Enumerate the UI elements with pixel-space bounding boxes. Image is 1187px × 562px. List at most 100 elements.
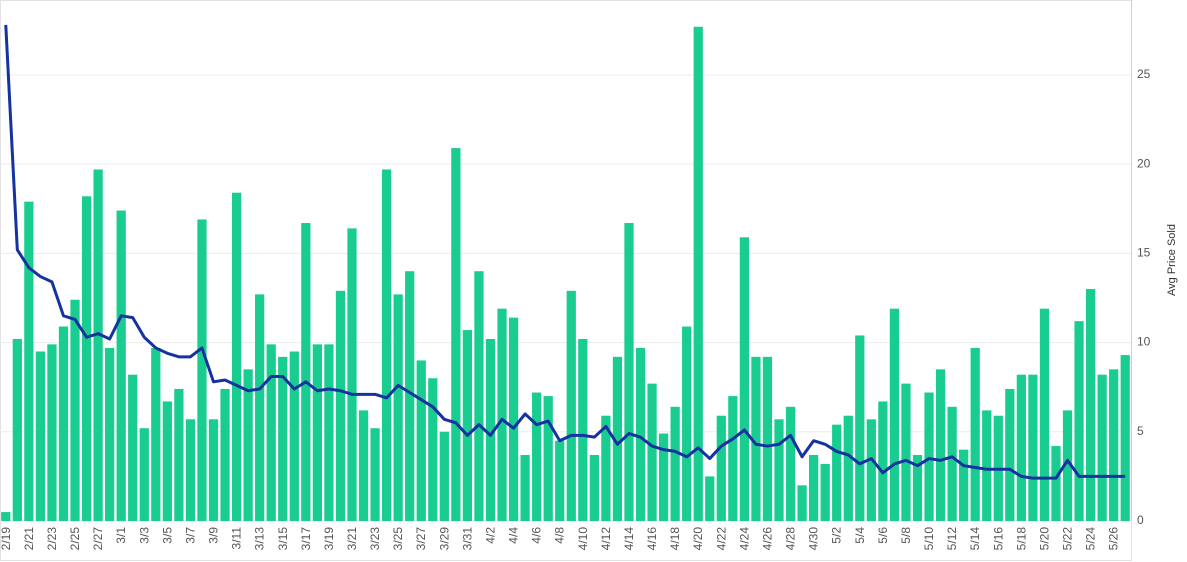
bar xyxy=(428,378,438,521)
x-tick-label: 3/7 xyxy=(183,527,197,544)
x-tick-label: 4/8 xyxy=(553,527,567,544)
bar xyxy=(93,169,103,521)
bar xyxy=(393,294,403,521)
y-tick-label: 0 xyxy=(1137,513,1144,527)
x-tick-label: 4/26 xyxy=(760,527,774,551)
bar xyxy=(1051,446,1061,521)
bar xyxy=(47,344,57,521)
bar xyxy=(878,401,888,521)
bar xyxy=(682,326,692,521)
bar xyxy=(970,347,980,521)
bar xyxy=(912,454,923,521)
bar xyxy=(24,201,34,521)
x-tick-label: 5/26 xyxy=(1107,527,1121,551)
bar xyxy=(243,369,253,521)
x-tick-label: 3/23 xyxy=(368,527,382,551)
bar xyxy=(370,428,380,521)
bar xyxy=(1097,374,1107,521)
bar xyxy=(635,347,646,521)
x-tick-label: 3/3 xyxy=(137,527,151,544)
x-tick-label: 5/2 xyxy=(830,527,844,544)
bar xyxy=(612,356,623,521)
bar xyxy=(797,485,807,521)
bar xyxy=(439,431,449,521)
y-axis-title: Avg Price Sold xyxy=(1166,224,1178,296)
bar xyxy=(174,388,184,521)
bar xyxy=(1005,388,1015,521)
bar xyxy=(543,396,553,521)
x-tick-label: 2/25 xyxy=(68,527,82,551)
x-tick-label: 5/12 xyxy=(945,527,959,551)
bar xyxy=(162,401,172,521)
bar xyxy=(35,351,46,521)
bar xyxy=(705,476,715,521)
bar xyxy=(924,392,934,521)
bar xyxy=(185,419,196,521)
x-tick-label: 3/29 xyxy=(437,527,451,551)
bar xyxy=(832,424,842,521)
x-tick-label: 2/21 xyxy=(22,527,36,551)
x-tick-label: 4/22 xyxy=(714,527,728,551)
bar xyxy=(658,433,669,521)
bar xyxy=(855,335,865,521)
bar xyxy=(866,419,876,521)
bar xyxy=(1,512,11,521)
x-tick-label: 5/20 xyxy=(1037,527,1051,551)
bar xyxy=(959,449,969,521)
x-tick-label: 5/14 xyxy=(968,527,982,551)
bar xyxy=(58,326,69,521)
bar xyxy=(128,374,138,521)
x-tick-label: 3/19 xyxy=(322,527,336,551)
bar xyxy=(347,228,357,522)
x-tick-label: 4/6 xyxy=(530,527,544,544)
bar xyxy=(1085,289,1096,521)
x-tick-label: 4/12 xyxy=(599,527,613,551)
bar xyxy=(405,271,415,521)
x-tick-label: 3/25 xyxy=(391,527,405,551)
x-tick-label: 5/18 xyxy=(1014,527,1028,551)
y-tick-label: 15 xyxy=(1137,246,1151,260)
x-tick-label: 4/2 xyxy=(483,527,497,544)
x-tick-label: 2/23 xyxy=(45,527,59,551)
x-tick-label: 4/24 xyxy=(737,527,751,551)
y-tick-label: 20 xyxy=(1137,156,1151,170)
y-tick-label: 25 xyxy=(1137,67,1151,81)
bar xyxy=(12,339,22,521)
bar xyxy=(266,344,276,521)
bar xyxy=(105,347,115,521)
x-tick-label: 5/8 xyxy=(899,527,913,544)
bar xyxy=(728,396,738,521)
bar xyxy=(670,406,680,521)
bar xyxy=(1062,410,1073,521)
x-tick-label: 5/10 xyxy=(922,527,936,551)
x-tick-label: 4/10 xyxy=(576,527,590,551)
bar xyxy=(889,308,900,521)
bar xyxy=(289,351,299,521)
bar xyxy=(843,415,853,521)
bar xyxy=(301,223,311,521)
x-tick-label: 3/9 xyxy=(207,527,221,544)
bar xyxy=(451,148,461,521)
bar xyxy=(255,294,265,521)
x-tick-label: 3/5 xyxy=(160,527,174,544)
bar xyxy=(566,290,576,521)
x-tick-label: 3/15 xyxy=(276,527,290,551)
bar xyxy=(497,308,507,521)
bar xyxy=(508,317,519,521)
line xyxy=(4,24,1126,480)
bar xyxy=(1039,308,1050,521)
bar xyxy=(151,347,161,521)
bar xyxy=(947,406,957,521)
bar xyxy=(901,383,911,521)
bar xyxy=(208,419,219,521)
bar xyxy=(774,419,784,521)
bar xyxy=(716,415,726,521)
y-tick-label: 5 xyxy=(1137,424,1144,438)
x-tick-label: 3/21 xyxy=(345,527,359,551)
bar xyxy=(647,383,657,521)
bar xyxy=(532,392,542,521)
bar xyxy=(982,410,992,521)
x-tick-label: 3/13 xyxy=(253,527,267,551)
bar xyxy=(278,356,288,521)
